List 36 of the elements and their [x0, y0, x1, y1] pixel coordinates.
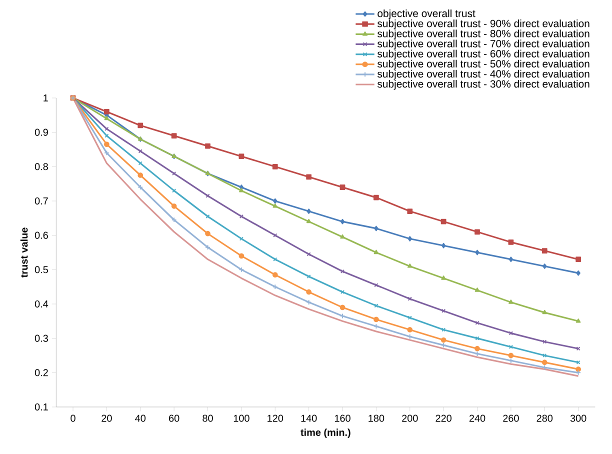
- legend-label: subjective overall trust - 50% direct evaluation: [377, 60, 590, 70]
- x-tick-label: 40: [135, 414, 146, 422]
- legend-label: subjective overall trust - 70% direct evaluation: [377, 40, 590, 50]
- x-tick-label: 260: [503, 414, 519, 422]
- x-tick-label: 60: [169, 414, 180, 422]
- y-axis-title: trust value: [20, 228, 28, 278]
- y-tick-label: 0.9: [34, 128, 48, 136]
- x-tick-label: 220: [436, 414, 452, 422]
- legend-label: subjective overall trust - 60% direct evaluation: [377, 50, 590, 60]
- x-tick-label: 0: [70, 414, 76, 422]
- x-tick-label: 140: [301, 414, 317, 422]
- legend-label: subjective overall trust - 80% direct evaluation: [377, 30, 590, 40]
- x-tick-label: 120: [268, 414, 284, 422]
- x-tick-label: 180: [368, 414, 384, 422]
- x-tick-label: 200: [402, 414, 418, 422]
- y-tick-label: 0.1: [34, 403, 48, 411]
- x-tick-label: 160: [334, 414, 350, 422]
- x-tick-label: 100: [234, 414, 250, 422]
- y-tick-label: 0.3: [34, 334, 48, 342]
- legend-label: subjective overall trust - 90% direct evaluation: [377, 20, 590, 30]
- x-tick-label: 80: [202, 414, 213, 422]
- x-axis-title: time (min.): [300, 428, 350, 438]
- legend-label: objective overall trust: [378, 9, 476, 20]
- legend-label: subjective overall trust - 30% direct evaluation: [377, 80, 590, 90]
- x-tick-label: 280: [536, 414, 553, 422]
- legend-label: subjective overall trust - 40% direct evaluation: [377, 70, 590, 80]
- x-tick-label: 20: [102, 414, 112, 422]
- x-tick-label: 300: [570, 414, 586, 422]
- y-tick-label: 0.5: [34, 266, 48, 274]
- x-tick-label: 240: [469, 414, 486, 422]
- y-tick-label: 0.6: [34, 232, 48, 239]
- y-tick-label: 0.4: [34, 300, 48, 308]
- y-tick-label: 0.2: [34, 369, 48, 376]
- y-tick-label: 1: [44, 94, 48, 102]
- y-tick-label: 0.8: [34, 163, 48, 170]
- y-tick-label: 0.7: [34, 197, 48, 205]
